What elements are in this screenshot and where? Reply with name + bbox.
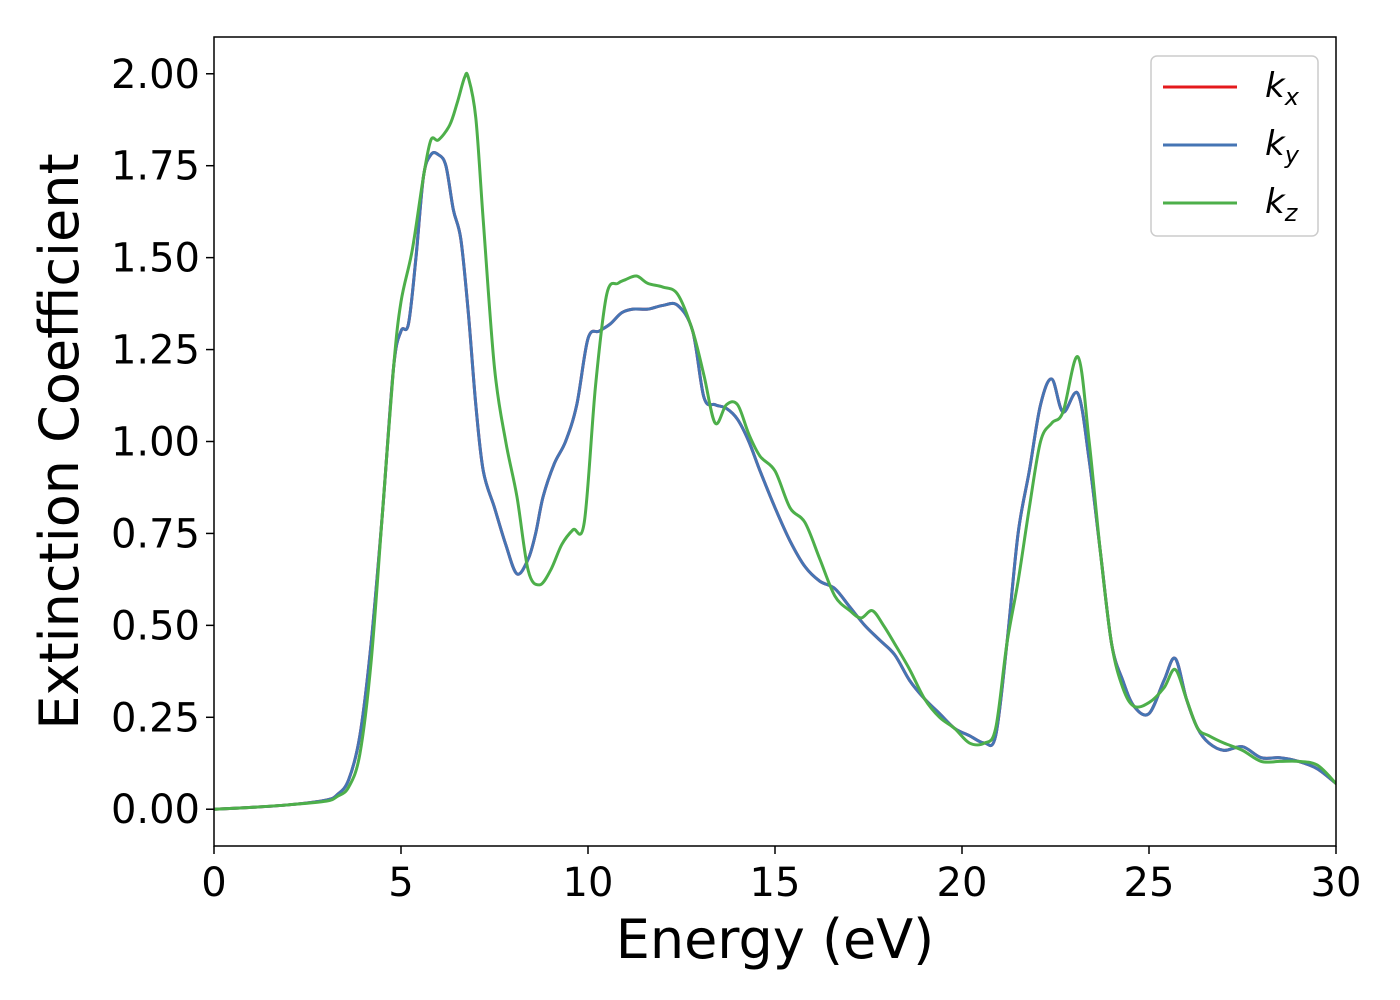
x-tick-label: 0 xyxy=(201,860,226,906)
x-tick-label: 30 xyxy=(1311,860,1362,906)
x-tick-label: 5 xyxy=(388,860,413,906)
y-axis-ticks: 0.00 0.25 0.50 0.75 1.00 1.25 1.50 1.75 2.00 xyxy=(111,52,214,833)
legend-label-ky: ky xyxy=(1265,124,1300,169)
x-tick-label: 25 xyxy=(1124,860,1175,906)
y-tick-label: 0.50 xyxy=(111,603,200,649)
x-axis-label: Energy (eV) xyxy=(616,908,935,971)
x-tick-label: 15 xyxy=(750,860,801,906)
y-tick-label: 1.50 xyxy=(111,236,200,282)
y-tick-label: 1.00 xyxy=(111,420,200,466)
y-tick-label: 0.25 xyxy=(111,695,200,741)
x-axis-ticks: 0 5 10 15 20 25 30 xyxy=(201,846,1361,906)
y-tick-label: 0.00 xyxy=(111,787,200,833)
y-tick-label: 1.75 xyxy=(111,144,200,190)
legend-label-kx: kx xyxy=(1265,66,1300,111)
x-tick-label: 20 xyxy=(937,860,988,906)
y-tick-label: 1.25 xyxy=(111,328,200,374)
legend-label-kz: kz xyxy=(1265,182,1299,227)
series-line-kz xyxy=(214,71,1336,811)
y-axis-label: Extinction Coefficient xyxy=(28,153,91,729)
y-tick-label: 0.75 xyxy=(111,511,200,557)
plot-lines xyxy=(214,71,1336,811)
legend: kx ky kz xyxy=(1150,55,1319,237)
x-tick-label: 10 xyxy=(563,860,614,906)
y-tick-label: 2.00 xyxy=(111,52,200,98)
